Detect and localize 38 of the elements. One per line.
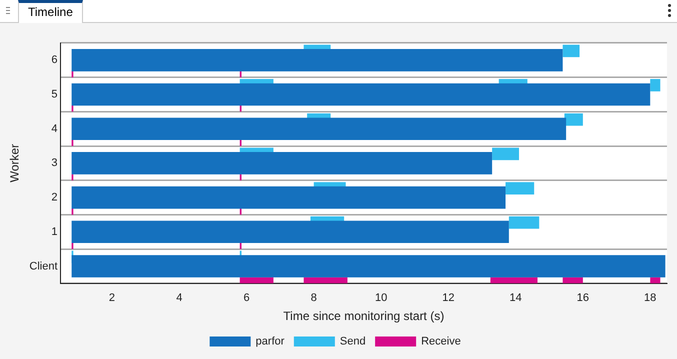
legend-label: Receive <box>421 336 461 348</box>
x-tick-label: 14 <box>510 292 522 304</box>
x-axis-title: Time since monitoring start (s) <box>283 309 444 324</box>
x-tick-label: 10 <box>374 292 388 304</box>
y-tick-label: 2 <box>51 192 58 204</box>
bar <box>492 148 519 160</box>
bar <box>72 255 666 278</box>
legend-label: Send <box>340 336 366 348</box>
legend-label: parfor <box>256 336 285 348</box>
bar <box>72 186 506 209</box>
y-tick-label: 5 <box>51 88 58 101</box>
x-tick-label: 6 <box>243 292 250 304</box>
x-tick-label: 2 <box>108 292 116 304</box>
bar <box>564 113 583 126</box>
bar <box>72 49 563 72</box>
x-tick-label: 8 <box>310 292 317 304</box>
y-tick-label: Client <box>29 260 58 272</box>
bar <box>72 220 509 244</box>
x-tick-label: 18 <box>644 292 656 304</box>
chart-title: Timeline <box>18 0 83 23</box>
x-tick-label: 4 <box>176 292 182 304</box>
bar <box>650 79 660 92</box>
bar <box>72 83 650 106</box>
bar <box>506 182 534 194</box>
y-tick-label: 4 <box>51 122 58 135</box>
y-tick-label: 1 <box>51 226 58 238</box>
bar <box>304 277 348 284</box>
bar <box>72 118 566 140</box>
x-tick-label: 16 <box>576 292 590 304</box>
bar <box>562 44 580 58</box>
x-tick-label: 12 <box>442 292 454 304</box>
bar <box>72 152 492 174</box>
bar <box>562 277 583 284</box>
bar <box>650 277 660 284</box>
y-tick-label: 3 <box>51 157 58 170</box>
y-tick-label: 6 <box>51 54 58 66</box>
bar <box>508 216 540 229</box>
y-axis-title: Worker <box>8 144 22 182</box>
